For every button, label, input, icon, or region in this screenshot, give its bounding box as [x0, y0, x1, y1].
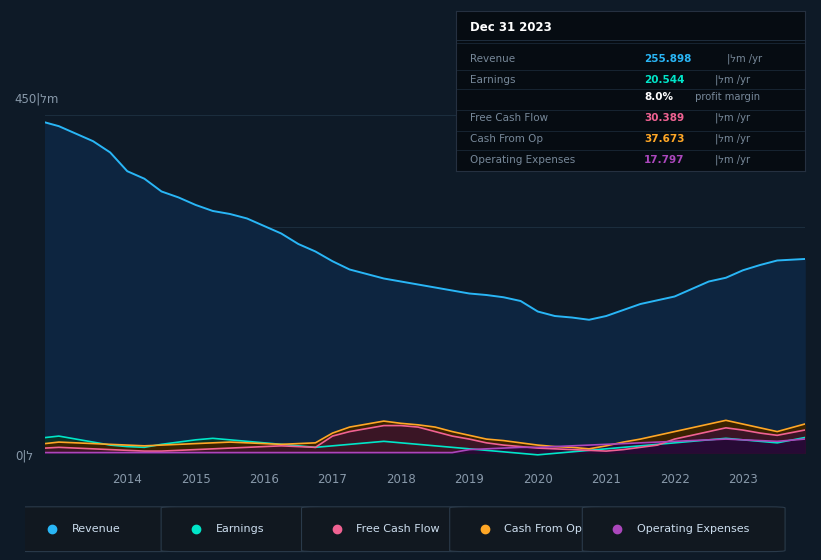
- Text: Revenue: Revenue: [71, 524, 120, 534]
- Text: 255.898: 255.898: [644, 54, 691, 64]
- Text: Dec 31 2023: Dec 31 2023: [470, 21, 552, 34]
- FancyBboxPatch shape: [301, 507, 470, 552]
- Text: profit margin: profit margin: [691, 92, 759, 102]
- Text: 450|לm: 450|לm: [15, 92, 59, 106]
- Text: 17.797: 17.797: [644, 155, 685, 165]
- Text: Earnings: Earnings: [216, 524, 264, 534]
- Text: Free Cash Flow: Free Cash Flow: [356, 524, 440, 534]
- Text: 20.544: 20.544: [644, 75, 685, 85]
- Text: |לm /yr: |לm /yr: [727, 54, 762, 64]
- Text: |לm /yr: |לm /yr: [715, 155, 750, 165]
- Text: Free Cash Flow: Free Cash Flow: [470, 113, 548, 123]
- Text: Revenue: Revenue: [470, 54, 515, 64]
- Text: Cash From Op: Cash From Op: [470, 134, 543, 144]
- Text: 37.673: 37.673: [644, 134, 685, 144]
- FancyBboxPatch shape: [161, 507, 321, 552]
- FancyBboxPatch shape: [16, 507, 177, 552]
- Text: Cash From Op: Cash From Op: [504, 524, 582, 534]
- Text: 30.389: 30.389: [644, 113, 684, 123]
- Text: Earnings: Earnings: [470, 75, 515, 85]
- Text: Operating Expenses: Operating Expenses: [637, 524, 750, 534]
- FancyBboxPatch shape: [582, 507, 785, 552]
- Text: 0|ל: 0|ל: [15, 450, 33, 463]
- Text: Operating Expenses: Operating Expenses: [470, 155, 575, 165]
- Text: 8.0%: 8.0%: [644, 92, 673, 102]
- FancyBboxPatch shape: [450, 507, 602, 552]
- Text: |לm /yr: |לm /yr: [715, 134, 750, 144]
- Text: |לm /yr: |לm /yr: [715, 74, 750, 85]
- Text: |לm /yr: |לm /yr: [715, 113, 750, 123]
